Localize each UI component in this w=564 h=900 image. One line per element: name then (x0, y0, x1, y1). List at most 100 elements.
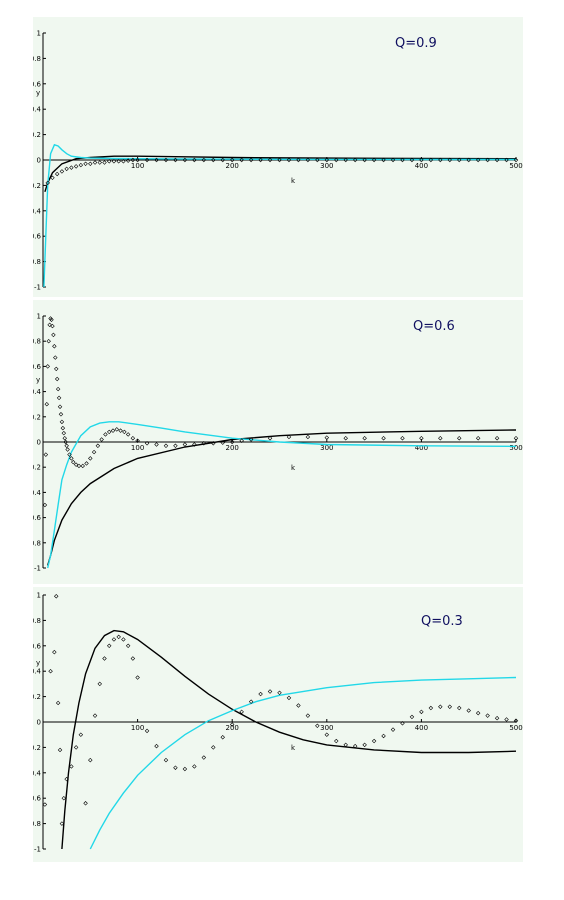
series-point (334, 157, 339, 163)
x-axis-label: k (291, 464, 296, 472)
x-tick-label: 300 (320, 724, 333, 732)
series-point (305, 157, 311, 163)
series-point (83, 161, 88, 167)
series-point (110, 428, 116, 433)
y-tick-label: 0.8 (33, 55, 41, 63)
x-tick-label: 500 (509, 724, 522, 732)
series-point (390, 157, 396, 163)
series-point (42, 802, 48, 807)
series-point (239, 157, 244, 163)
series-point (54, 366, 59, 372)
series-point (118, 428, 123, 433)
y-tick-label: -0.2 (33, 744, 41, 752)
series-point (114, 427, 120, 432)
series-point (144, 157, 150, 163)
y-tick-label: 0 (37, 157, 41, 165)
x-tick-label: 400 (415, 724, 428, 732)
series-point (130, 157, 136, 163)
y-tick-label: -0.6 (33, 795, 42, 803)
series-point (475, 710, 481, 716)
series-point (154, 743, 159, 749)
series-point (88, 161, 93, 167)
series-line-0 (61, 629, 517, 850)
series-point (267, 435, 273, 441)
series-point (220, 157, 225, 163)
series-point (97, 160, 102, 165)
y-tick-label: 0.2 (33, 693, 41, 701)
series-point (457, 705, 462, 711)
series-point (111, 637, 117, 642)
series-point (371, 738, 377, 744)
y-tick-label: -0.6 (33, 514, 42, 522)
series-point (78, 162, 84, 168)
y-tick-label: -1 (34, 284, 41, 292)
series-point (45, 180, 50, 186)
x-axis-label: k (291, 744, 296, 752)
q-value-label: Q=0.3 (421, 614, 463, 629)
series-point (144, 441, 150, 446)
series-point (485, 713, 490, 718)
x-tick-label: 400 (415, 162, 428, 170)
y-tick-label: 0.8 (33, 338, 41, 346)
series-point (154, 442, 159, 447)
series-point (381, 435, 386, 441)
series-point (88, 757, 93, 763)
y-tick-label: -0.4 (33, 207, 42, 215)
series-point (428, 705, 434, 711)
series-point (116, 634, 121, 640)
series-point (211, 441, 216, 446)
series-point (362, 742, 367, 748)
series-point (239, 709, 244, 715)
series-point (54, 171, 60, 177)
series-point (419, 709, 424, 715)
series-point (182, 157, 188, 163)
series-point (343, 435, 348, 441)
series-point (296, 703, 301, 708)
series-point (229, 439, 235, 445)
series-point (78, 732, 84, 737)
series-point (65, 447, 70, 452)
y-tick-label: 0.6 (33, 363, 42, 371)
series-point (352, 743, 358, 749)
x-tick-label: 500 (509, 162, 522, 170)
series-point (95, 443, 101, 449)
series-point (438, 704, 443, 709)
x-tick-label: 200 (226, 162, 239, 170)
series-point (67, 452, 72, 457)
y-tick-label: 1 (37, 592, 41, 600)
y-tick-label: -0.2 (33, 182, 41, 190)
series-point (99, 437, 104, 442)
series-point (135, 438, 140, 443)
series-point (258, 157, 263, 163)
series-point (60, 425, 66, 431)
y-tick-label: 0.6 (33, 642, 42, 650)
series-point (53, 355, 58, 360)
series-point (381, 157, 386, 163)
y-axis-label: y (36, 659, 40, 667)
series-point (182, 766, 188, 772)
series-point (121, 159, 126, 164)
x-tick-label: 200 (226, 444, 239, 452)
series-point (163, 757, 169, 763)
series-point (91, 449, 97, 455)
series-line-0 (47, 429, 517, 566)
series-point (163, 443, 169, 449)
series-point (59, 419, 65, 425)
x-axis-label: k (291, 177, 296, 185)
series-point (97, 681, 102, 687)
series-point (144, 728, 150, 734)
series-point (111, 159, 117, 164)
series-point (513, 435, 519, 441)
series-point (45, 364, 50, 369)
series-line-1 (47, 421, 517, 569)
series-point (92, 160, 98, 165)
series-point (84, 461, 89, 466)
series-point (220, 735, 225, 740)
y-tick-label: -0.8 (33, 539, 41, 547)
x-tick-label: 100 (131, 162, 144, 170)
series-point (362, 435, 367, 441)
series-point (125, 158, 131, 163)
series-point (42, 502, 48, 508)
y-tick-label: 0.2 (33, 413, 41, 421)
series-point (192, 157, 197, 163)
